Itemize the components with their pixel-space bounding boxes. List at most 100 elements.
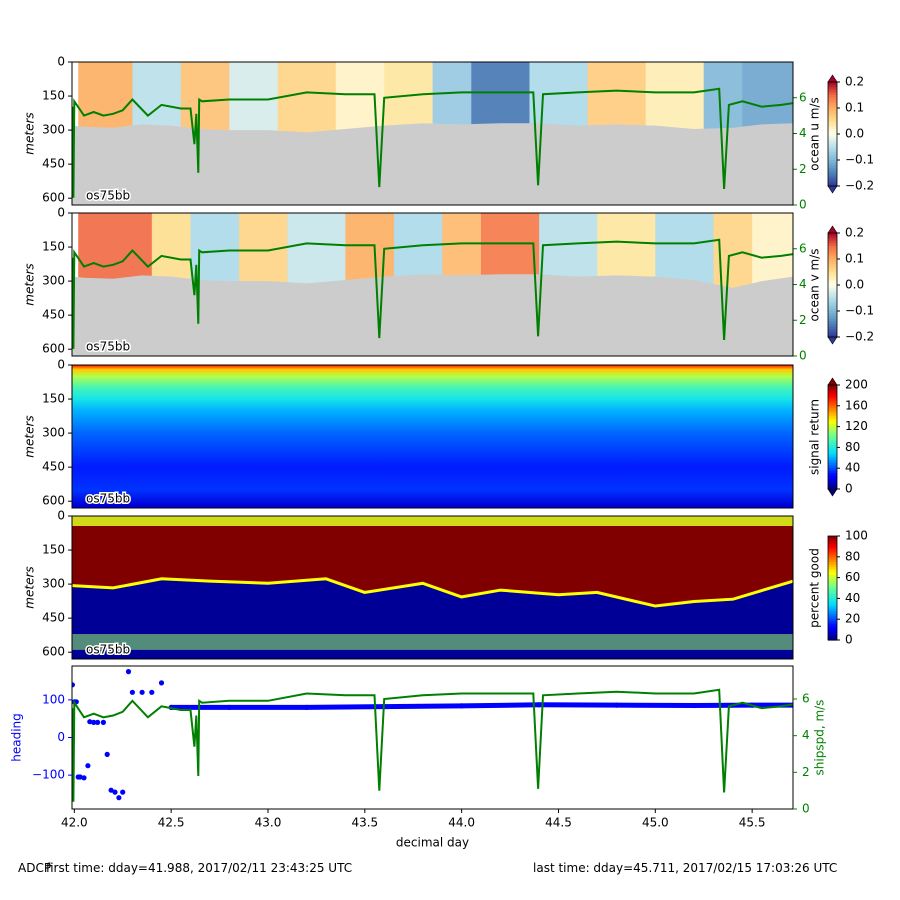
colorbar-cell <box>828 334 837 338</box>
colorbar-cell <box>828 450 837 454</box>
colorbar-tick-label: 0.0 <box>845 278 864 292</box>
colorbar-cell <box>828 115 837 119</box>
colorbar-cell <box>828 147 837 151</box>
colorbar-cell <box>828 637 837 641</box>
colorbar-cell <box>828 251 837 255</box>
colorbar-tick-label: −0.1 <box>845 153 874 167</box>
colorbar-tick-label: 40 <box>845 461 860 475</box>
colorbar-cell <box>828 536 837 540</box>
colorbar-cell <box>828 152 837 156</box>
colorbar-tick-label: 100 <box>845 529 868 543</box>
x-tick-label: 44.5 <box>545 816 572 830</box>
y-tick-label: 300 <box>42 274 65 288</box>
x-tick-label: 45.5 <box>739 816 766 830</box>
heading-point <box>120 789 126 795</box>
colorbar-cell <box>828 321 837 325</box>
y-tick-label: 450 <box>42 460 65 474</box>
colorbar-cell <box>828 395 837 399</box>
colorbar-cell <box>828 629 837 633</box>
colorbar-cell <box>828 481 837 485</box>
colorbar-cell <box>828 556 837 560</box>
panel-frame-3 <box>71 515 794 660</box>
colorbar-cell <box>828 105 837 109</box>
colorbar-cell <box>828 259 837 263</box>
colorbar-extend-top <box>827 74 838 83</box>
colorbar-extend-top <box>827 377 838 386</box>
heading-tick-label: 0 <box>57 730 65 744</box>
colorbar-cell <box>828 463 837 467</box>
colorbar-cell <box>828 543 837 547</box>
colorbar-cell <box>828 87 837 91</box>
colorbar-cell <box>828 468 837 472</box>
colorbar-cell <box>828 562 837 566</box>
colorbar-extend-bottom <box>827 185 838 194</box>
right-tick-label: 4 <box>799 277 807 291</box>
x-tick-label: 44.0 <box>448 816 475 830</box>
colorbar-label-1: ocean v m/s <box>808 249 822 322</box>
y-tick-label: 150 <box>42 392 65 406</box>
colorbar-cell <box>828 621 837 625</box>
colorbar-cell <box>828 575 837 579</box>
heading-point <box>95 719 101 726</box>
colorbar-tick-label: 0.2 <box>845 226 864 240</box>
right-tick-label: 6 <box>799 90 807 104</box>
colorbar-cell <box>828 303 837 307</box>
colorbar-cell <box>828 316 837 320</box>
colorbar-cell <box>828 452 837 456</box>
velocity-field-1 <box>72 213 793 356</box>
colorbar-tick-label: −0.2 <box>845 330 874 344</box>
colorbar-cell <box>828 424 837 428</box>
colorbar-cell <box>828 606 837 610</box>
right-tick-label: 6 <box>799 241 807 255</box>
inset-label-1: os75bb <box>86 340 130 354</box>
shipspd-line-0 <box>72 87 793 198</box>
colorbar-cell <box>828 279 837 283</box>
pg-deep-band <box>72 634 793 650</box>
colorbar-cell <box>828 434 837 438</box>
colorbar-cell <box>828 167 837 171</box>
colorbar-cell <box>828 546 837 550</box>
colorbar-cell <box>828 429 837 433</box>
x-tick-label: 45.0 <box>642 816 669 830</box>
colorbar-cell <box>828 240 837 244</box>
colorbar-cell <box>828 593 837 597</box>
colorbar-cell <box>828 455 837 459</box>
y-tick-label: 450 <box>42 611 65 625</box>
velocity-field-0 <box>72 62 793 205</box>
x-tick-label: 42.0 <box>61 816 88 830</box>
colorbar-cell <box>828 624 837 628</box>
colorbar-cell <box>828 92 837 96</box>
colorbar-cell <box>828 457 837 461</box>
y-tick-label: 150 <box>42 240 65 254</box>
colorbar-cell <box>828 287 837 291</box>
colorbar-cell <box>828 311 837 315</box>
signal-field <box>72 365 793 508</box>
colorbar-extend-bottom <box>827 488 838 497</box>
right-tick-label: 0 <box>799 198 807 212</box>
colorbar-cell <box>828 551 837 555</box>
colorbar-cell <box>828 538 837 542</box>
colorbar-cell <box>828 426 837 430</box>
colorbar-cell <box>828 290 837 294</box>
colorbar-tick-label: 160 <box>845 398 868 412</box>
seafloor-fill <box>72 123 793 205</box>
heading-tick-label: −100 <box>32 768 65 782</box>
colorbar-cell <box>828 243 837 247</box>
shipspd-line-4 <box>72 688 793 802</box>
colorbar-cell <box>828 131 837 135</box>
panel-frame-0 <box>71 61 794 206</box>
colorbar-cell <box>828 160 837 164</box>
colorbar-cell <box>828 541 837 545</box>
colorbar-extend-top <box>827 225 838 234</box>
inset-label-3: os75bb <box>86 643 130 657</box>
percent-good-field <box>72 516 793 659</box>
heading-point <box>72 682 75 688</box>
colorbar-cell <box>828 398 837 402</box>
shipspd-axis-label: shipspd, m/s <box>813 700 827 776</box>
colorbar-cell <box>828 413 837 417</box>
colorbar-cell <box>828 483 837 487</box>
y-tick-label: 450 <box>42 157 65 171</box>
colorbar-cell <box>828 324 837 328</box>
colorbar-cell <box>828 318 837 322</box>
heading-point <box>139 689 145 695</box>
